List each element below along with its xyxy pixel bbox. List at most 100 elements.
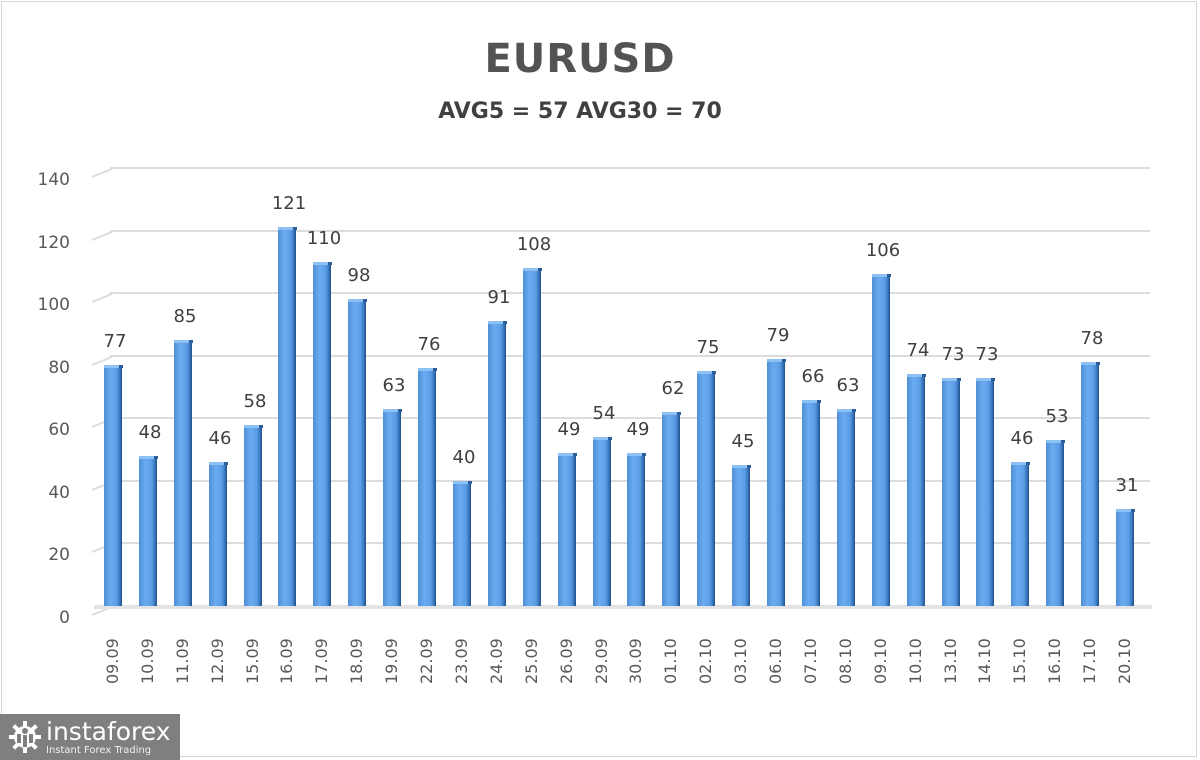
- x-tick-label: 13.10: [941, 638, 960, 684]
- bar-value-label: 78: [1080, 328, 1104, 349]
- bar-20.10: [1116, 509, 1135, 606]
- x-tick-label: 25.09: [522, 638, 541, 684]
- bar-15.09: [244, 425, 263, 606]
- x-tick-label: 02.10: [696, 638, 715, 684]
- bar-02.10: [697, 371, 716, 606]
- x-tick-label: 09.09: [103, 638, 122, 684]
- bar-value-label: 106: [865, 240, 901, 261]
- gridline-depth: [91, 230, 113, 241]
- bar-19.09: [383, 409, 402, 606]
- x-tick-label: 10.10: [906, 638, 925, 684]
- bar-09.09: [104, 365, 123, 606]
- x-tick-label: 14.10: [975, 638, 994, 684]
- x-tick-label: 29.09: [592, 638, 611, 684]
- x-tick-label: 16.09: [277, 638, 296, 684]
- bar-24.09: [488, 321, 507, 606]
- gridline: [110, 355, 1150, 357]
- x-tick-label: 17.10: [1080, 638, 1099, 684]
- x-tick-label: 01.10: [661, 638, 680, 684]
- x-tick-label: 03.10: [731, 638, 750, 684]
- bar-value-label: 79: [766, 325, 790, 346]
- bar-value-label: 40: [452, 447, 476, 468]
- x-tick-label: 20.10: [1115, 638, 1134, 684]
- bar-26.09: [558, 453, 577, 606]
- gridline-depth: [91, 167, 113, 178]
- bar-value-label: 63: [382, 375, 406, 396]
- bar-value-label: 75: [696, 337, 720, 358]
- bar-value-label: 46: [1010, 428, 1034, 449]
- y-tick-label: 20: [48, 545, 70, 565]
- bar-16.10: [1046, 440, 1065, 606]
- y-tick-label: 120: [37, 233, 70, 253]
- bar-13.10: [942, 378, 961, 606]
- x-tick-label: 15.10: [1010, 638, 1029, 684]
- x-tick-label: 08.10: [836, 638, 855, 684]
- y-tick-label: 80: [48, 358, 70, 378]
- bar-value-label: 45: [731, 431, 755, 452]
- bar-value-label: 73: [975, 344, 999, 365]
- bar-value-label: 98: [347, 265, 371, 286]
- bar-09.10: [872, 274, 891, 606]
- y-tick-label: 100: [37, 295, 70, 315]
- x-tick-label: 09.10: [871, 638, 890, 684]
- bar-06.10: [767, 359, 786, 606]
- x-tick-label: 22.09: [417, 638, 436, 684]
- gridline: [110, 417, 1150, 419]
- bar-value-label: 53: [1045, 406, 1069, 427]
- instaforex-watermark: instaforex Instant Forex Trading: [0, 714, 180, 760]
- bar-10.09: [139, 456, 158, 606]
- bar-value-label: 77: [103, 331, 127, 352]
- bar-16.09: [278, 227, 297, 606]
- gridline: [110, 167, 1150, 169]
- gear-person-icon: [9, 721, 41, 753]
- y-tick-label: 40: [48, 483, 70, 503]
- y-tick-label: 140: [37, 170, 70, 190]
- bar-value-label: 63: [836, 375, 860, 396]
- bar-value-label: 85: [173, 306, 197, 327]
- x-tick-label: 07.10: [801, 638, 820, 684]
- brand-tagline: Instant Forex Trading: [46, 744, 152, 756]
- x-tick-label: 19.09: [382, 638, 401, 684]
- bar-value-label: 66: [801, 366, 825, 387]
- chart-floor: [94, 605, 1152, 609]
- bar-value-label: 49: [557, 419, 581, 440]
- x-tick-label: 18.09: [347, 638, 366, 684]
- bar-17.10: [1081, 362, 1100, 606]
- bar-value-label: 31: [1115, 475, 1139, 496]
- bar-01.10: [662, 412, 681, 606]
- chart-title: EURUSD: [484, 36, 676, 82]
- bar-17.09: [313, 262, 332, 606]
- bar-value-label: 91: [487, 287, 511, 308]
- x-tick-label: 30.09: [626, 638, 645, 684]
- bar-12.09: [209, 462, 228, 606]
- bar-10.10: [907, 374, 926, 606]
- brand-name: instaforex: [46, 716, 171, 746]
- x-tick-label: 23.09: [452, 638, 471, 684]
- bar-value-label: 58: [243, 391, 267, 412]
- x-tick-label: 16.10: [1045, 638, 1064, 684]
- bar-value-label: 74: [906, 340, 930, 361]
- bar-29.09: [593, 437, 612, 606]
- gridline: [110, 230, 1150, 232]
- bar-14.10: [976, 378, 995, 606]
- bar-value-label: 108: [516, 234, 552, 255]
- y-tick-label: 60: [48, 420, 70, 440]
- bar-value-label: 48: [138, 422, 162, 443]
- bar-25.09: [523, 268, 542, 606]
- x-tick-label: 24.09: [487, 638, 506, 684]
- bar-15.10: [1011, 462, 1030, 606]
- bar-22.09: [418, 368, 437, 606]
- x-tick-label: 15.09: [243, 638, 262, 684]
- bar-value-label: 73: [941, 344, 965, 365]
- bar-value-label: 62: [661, 378, 685, 399]
- x-tick-label: 06.10: [766, 638, 785, 684]
- x-tick-label: 12.09: [208, 638, 227, 684]
- bar-11.09: [174, 340, 193, 606]
- x-tick-label: 26.09: [557, 638, 576, 684]
- bar-value-label: 46: [208, 428, 232, 449]
- gridline-depth: [91, 292, 113, 303]
- bar-value-label: 110: [306, 228, 342, 249]
- x-tick-label: 11.09: [173, 638, 192, 684]
